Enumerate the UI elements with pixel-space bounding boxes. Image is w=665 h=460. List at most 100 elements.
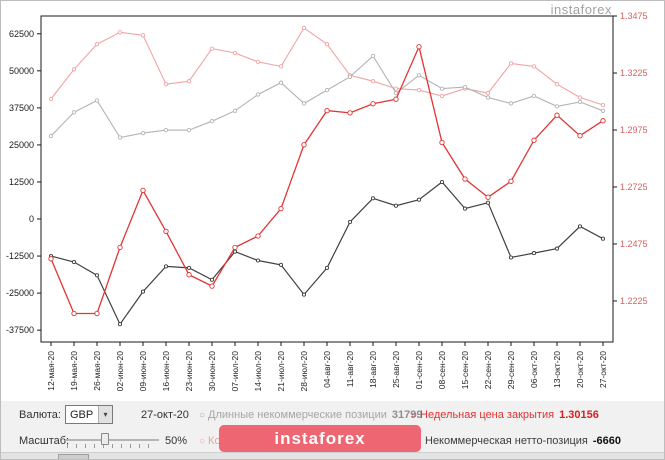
scale-value: 50%	[165, 435, 188, 447]
scale-slider[interactable]	[65, 432, 159, 448]
x-axis-label: 28-июл-20	[299, 351, 309, 392]
series-marker	[600, 102, 606, 108]
x-axis-label: 23-июн-20	[184, 351, 194, 392]
y-left-tick-label: 12500	[9, 177, 34, 187]
report-date: 27-окт-20	[141, 409, 189, 421]
series-marker	[71, 110, 77, 115]
x-axis-label: 01-сен-20	[414, 351, 424, 390]
y-left-tick-label: 50000	[9, 66, 34, 76]
series-marker	[508, 178, 514, 184]
x-axis-label: 14-июл-20	[253, 351, 263, 392]
series-marker	[600, 118, 606, 124]
series-marker	[209, 46, 215, 51]
legend-close-value: 1.30156	[559, 409, 599, 421]
x-axis-label: 16-июн-20	[161, 351, 171, 392]
x-axis-label: 13-окт-20	[552, 351, 562, 388]
series-marker	[577, 95, 583, 100]
series-marker	[140, 289, 146, 294]
series-marker	[531, 137, 537, 143]
y-left-tick-label: 0	[29, 214, 34, 224]
series-marker	[324, 87, 330, 93]
chart-area: 62500 50000 37500 25000 12500 0 -12500 -25000 -3…	[1, 1, 664, 401]
control-bar: Валюта: GBP ▾ 27-окт-20 ○ Длинные некомме…	[1, 401, 664, 453]
series-marker	[163, 82, 169, 87]
x-axis-label: 18-авг-20	[368, 351, 378, 388]
legend-net-position: Некоммерческая нетто-позиция -6660	[425, 435, 621, 447]
x-axis-label: 11-авг-20	[345, 351, 355, 388]
series-marker	[117, 30, 123, 35]
currency-select[interactable]: GBP ▾	[65, 405, 113, 424]
series-marker	[393, 86, 399, 91]
series-marker	[439, 139, 445, 146]
series-marker	[370, 196, 376, 201]
y-left-tick-label: 37500	[9, 103, 34, 113]
series-marker	[209, 277, 215, 282]
series-marker	[554, 104, 560, 109]
series-marker	[163, 127, 169, 133]
series-marker	[600, 108, 606, 113]
series-marker	[370, 53, 376, 59]
series-marker	[370, 79, 376, 84]
y-left-tick-label: 62500	[9, 29, 34, 39]
y-right-tick-label: 1.3475	[620, 11, 648, 21]
y-right-tick-label: 1.2475	[620, 239, 648, 249]
scrollbar-thumb[interactable]	[58, 454, 89, 459]
x-axis-label: 04-авг-20	[322, 351, 332, 388]
series-marker	[278, 205, 284, 212]
series-marker	[232, 244, 238, 251]
series-marker	[140, 33, 146, 38]
x-axis-label: 19-мая-20	[69, 351, 79, 391]
series-marker	[255, 92, 261, 97]
series-marker	[439, 93, 445, 99]
series-marker	[439, 179, 445, 185]
series-marker	[554, 112, 560, 118]
circle-marker-icon: ○	[199, 410, 206, 421]
x-axis-label: 15-сен-20	[460, 351, 470, 390]
series-marker	[485, 194, 491, 200]
series-marker	[531, 64, 537, 69]
series-marker	[48, 133, 54, 139]
series-marker	[577, 99, 583, 105]
plot-frame	[40, 15, 614, 343]
series-marker	[140, 130, 146, 136]
series-marker	[416, 197, 422, 202]
series-marker	[278, 80, 284, 85]
y-left-tick-label: -37500	[6, 325, 34, 335]
cot-chart: 62500 50000 37500 25000 12500 0 -12500 -25000 -3…	[6, 11, 648, 392]
horizontal-scrollbar[interactable]	[1, 452, 664, 459]
x-axis-label: 21-июл-20	[276, 351, 286, 392]
legend-weekly-close: ○ Недельная цена закрытия 1.30156	[411, 409, 599, 421]
x-axis-label: 30-июн-20	[207, 351, 217, 392]
series-marker	[347, 74, 353, 79]
x-axis-label: 22-сен-20	[483, 351, 493, 390]
series-marker	[370, 101, 376, 107]
legend-long-label: Длинные некоммерческие позиции	[208, 409, 387, 421]
series-marker	[71, 67, 77, 72]
series-marker	[117, 244, 123, 251]
series-marker	[393, 96, 399, 102]
series-marker	[186, 265, 192, 270]
series-marker	[278, 262, 284, 267]
series-marker	[347, 219, 353, 225]
instaforex-watermark: instaforex	[219, 425, 421, 452]
chevron-down-icon[interactable]: ▾	[98, 406, 112, 423]
x-axis-label: 02-июн-20	[115, 351, 125, 392]
circle-marker-icon: ○	[199, 436, 206, 447]
series-marker	[255, 233, 261, 239]
series-marker	[462, 176, 468, 182]
series-marker	[301, 142, 307, 148]
legend-close-label: Недельная цена закрытия	[420, 409, 555, 421]
series-marker	[577, 224, 583, 229]
series-marker	[163, 264, 169, 269]
series-marker	[94, 98, 100, 103]
circle-marker-icon: ○	[411, 410, 418, 421]
currency-label: Валюта:	[19, 409, 61, 421]
legend-net-label: Некоммерческая нетто-позиция	[425, 435, 588, 447]
x-axis-label: 12-мая-20	[46, 351, 56, 391]
series-marker	[439, 86, 445, 91]
series-marker	[508, 61, 514, 66]
series-marker	[117, 135, 123, 140]
series-marker	[48, 96, 54, 102]
slider-thumb[interactable]	[101, 433, 109, 445]
y-right-tick-label: 1.3225	[620, 68, 648, 78]
